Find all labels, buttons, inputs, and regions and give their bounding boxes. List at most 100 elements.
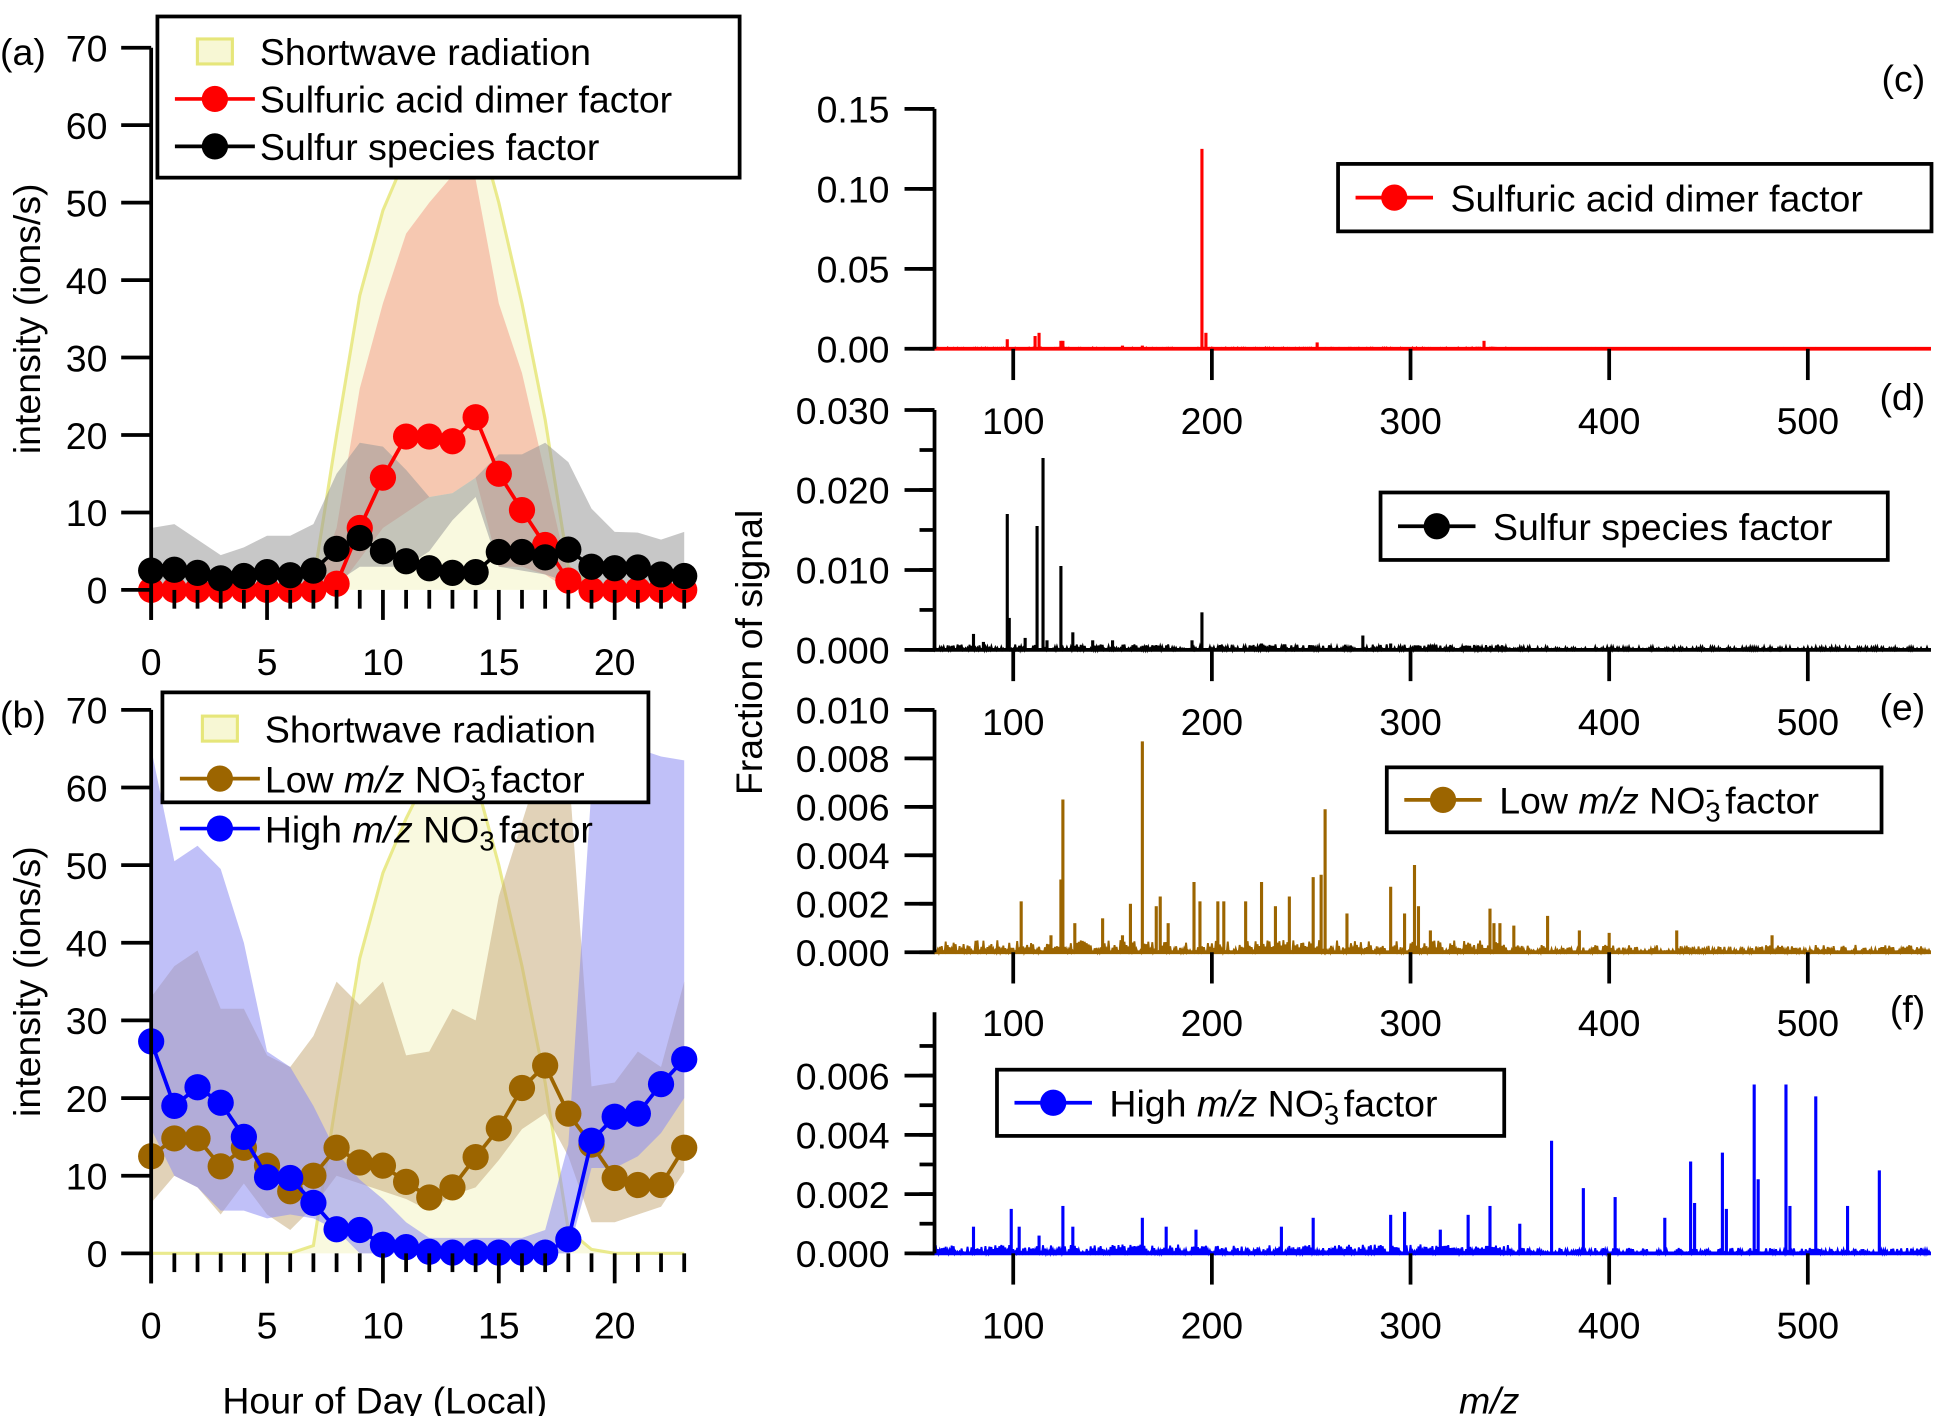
- data-point: [323, 1216, 350, 1243]
- uncertainty-band: [151, 175, 685, 590]
- y-tick-label: 0.002: [796, 1174, 890, 1216]
- legend-label: Sulfur species factor: [260, 126, 599, 168]
- legend-text-part: -: [471, 752, 480, 783]
- y-tick-label: 30: [66, 337, 108, 379]
- panel-label: (f): [1890, 988, 1925, 1030]
- data-point: [508, 1239, 536, 1266]
- x-tick-label: 200: [1181, 701, 1244, 743]
- data-point: [161, 1125, 188, 1152]
- y-tick-label: 10: [66, 492, 108, 534]
- y-tick-label: 60: [66, 105, 108, 147]
- legend-text-part: -: [1706, 774, 1715, 805]
- legend-text-part: 3: [1324, 1100, 1339, 1131]
- x-tick-label: 0: [141, 1304, 162, 1346]
- y-tick-label: 0.020: [796, 470, 890, 512]
- legend-text-part: 3: [479, 825, 494, 856]
- x-tick-label: 300: [1379, 701, 1442, 743]
- legend-text-part: Low: [265, 758, 344, 800]
- x-tick-label: 400: [1578, 400, 1641, 442]
- y-tick-label: 10: [66, 1155, 108, 1197]
- legend-text-part: m/z: [1197, 1083, 1258, 1125]
- x-axis-label: m/z: [1459, 1379, 1520, 1416]
- x-tick-label: 300: [1379, 1002, 1442, 1044]
- x-tick-label: 200: [1181, 1304, 1244, 1346]
- legend-label: Low m/z NO3- factor: [1499, 774, 1819, 828]
- y-tick-label: 60: [66, 767, 108, 809]
- y-tick-label: 0.00: [817, 329, 890, 371]
- data-point: [161, 1092, 188, 1119]
- shortwave-area: [151, 760, 685, 1254]
- data-point: [207, 565, 234, 592]
- legend-marker: [1423, 513, 1450, 540]
- y-tick-label: 0.002: [796, 884, 890, 926]
- data-point: [462, 404, 489, 431]
- legend-text-part: 3: [1705, 797, 1720, 828]
- data-point: [462, 1239, 489, 1266]
- legend-text-part: NO: [413, 808, 480, 850]
- legend-label: Sulfuric acid dimer factor: [260, 79, 672, 121]
- data-point: [555, 536, 582, 563]
- data-point: [439, 428, 466, 455]
- panel-label: (e): [1879, 686, 1925, 728]
- data-point: [532, 1239, 559, 1266]
- legend-text-part: High: [265, 808, 352, 850]
- legend-text-part: NO: [1639, 780, 1706, 822]
- data-point: [300, 1189, 327, 1216]
- legend-text-part: m/z: [344, 758, 405, 800]
- data-point: [462, 559, 489, 586]
- y-tick-label: 0.006: [796, 787, 890, 829]
- y-tick-label: 0.000: [796, 630, 890, 672]
- data-point: [555, 1226, 582, 1253]
- legend-text-part: m/z: [1578, 780, 1639, 822]
- x-tick-label: 15: [478, 641, 520, 683]
- legend: Sulfur species factor: [1378, 490, 1890, 562]
- y-tick-label: 0.006: [796, 1055, 890, 1097]
- data-point: [671, 1134, 698, 1161]
- legend-swatch-area: [200, 714, 239, 743]
- data-point: [369, 1231, 397, 1258]
- data-point: [300, 1162, 327, 1189]
- data-point: [647, 1070, 675, 1098]
- data-point: [601, 1103, 628, 1130]
- x-tick-label: 300: [1379, 400, 1442, 442]
- legend-text-part: Low: [1499, 780, 1578, 822]
- legend-label: Shortwave radiation: [260, 31, 591, 73]
- data-point: [624, 1100, 651, 1127]
- legend-text-part: m/z: [352, 808, 413, 850]
- legend-marker: [206, 815, 234, 842]
- y-tick-label: 20: [66, 1078, 108, 1120]
- data-point: [671, 1046, 698, 1073]
- data-point: [508, 538, 536, 566]
- x-tick-label: 500: [1777, 1304, 1840, 1346]
- data-point: [369, 464, 397, 491]
- legend-marker: [1040, 1089, 1067, 1116]
- x-tick-label: 100: [982, 1304, 1045, 1346]
- data-point: [161, 576, 188, 604]
- data-point: [578, 576, 605, 604]
- data-point: [184, 1125, 211, 1152]
- data-point: [184, 1074, 211, 1101]
- x-axis-label: Hour of Day (Local): [222, 1379, 547, 1416]
- x-tick-label: 200: [1181, 1002, 1244, 1044]
- data-point: [601, 555, 628, 582]
- data-point: [416, 1238, 443, 1265]
- data-point: [346, 524, 373, 552]
- legend-label: Sulfur species factor: [1493, 506, 1832, 548]
- data-point: [508, 497, 536, 524]
- x-tick-label: 500: [1777, 400, 1840, 442]
- data-point: [277, 562, 304, 589]
- x-tick-label: 100: [982, 1002, 1045, 1044]
- uncertainty-band: [151, 748, 685, 1254]
- legend-box: [160, 690, 651, 805]
- legend-text-part: -: [1324, 1077, 1333, 1108]
- data-point: [369, 538, 397, 565]
- legend: Low m/z NO3- factor: [1384, 765, 1884, 835]
- legend-marker: [1429, 786, 1457, 813]
- panel-label: (d): [1879, 376, 1925, 418]
- legend-text-part: 3: [471, 775, 486, 806]
- data-point: [647, 561, 675, 588]
- y-tick-label: 50: [66, 845, 108, 887]
- data-point: [323, 1134, 350, 1161]
- x-tick-label: 15: [478, 1304, 520, 1346]
- legend-text-part: factor: [489, 808, 593, 850]
